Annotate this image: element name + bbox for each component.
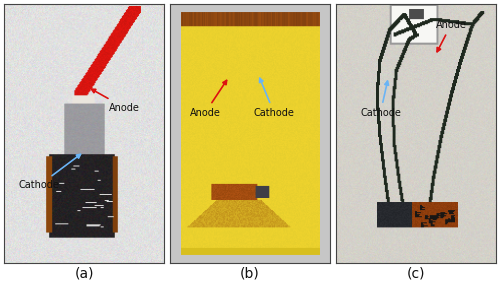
Text: Cathode: Cathode <box>360 81 401 118</box>
Text: Anode: Anode <box>190 80 226 118</box>
Text: Anode: Anode <box>436 20 466 52</box>
X-axis label: (c): (c) <box>406 267 425 281</box>
Text: Anode: Anode <box>92 89 140 113</box>
X-axis label: (b): (b) <box>240 267 260 281</box>
Text: Cathode: Cathode <box>254 78 294 118</box>
Text: Cathode: Cathode <box>19 154 80 190</box>
X-axis label: (a): (a) <box>74 267 94 281</box>
